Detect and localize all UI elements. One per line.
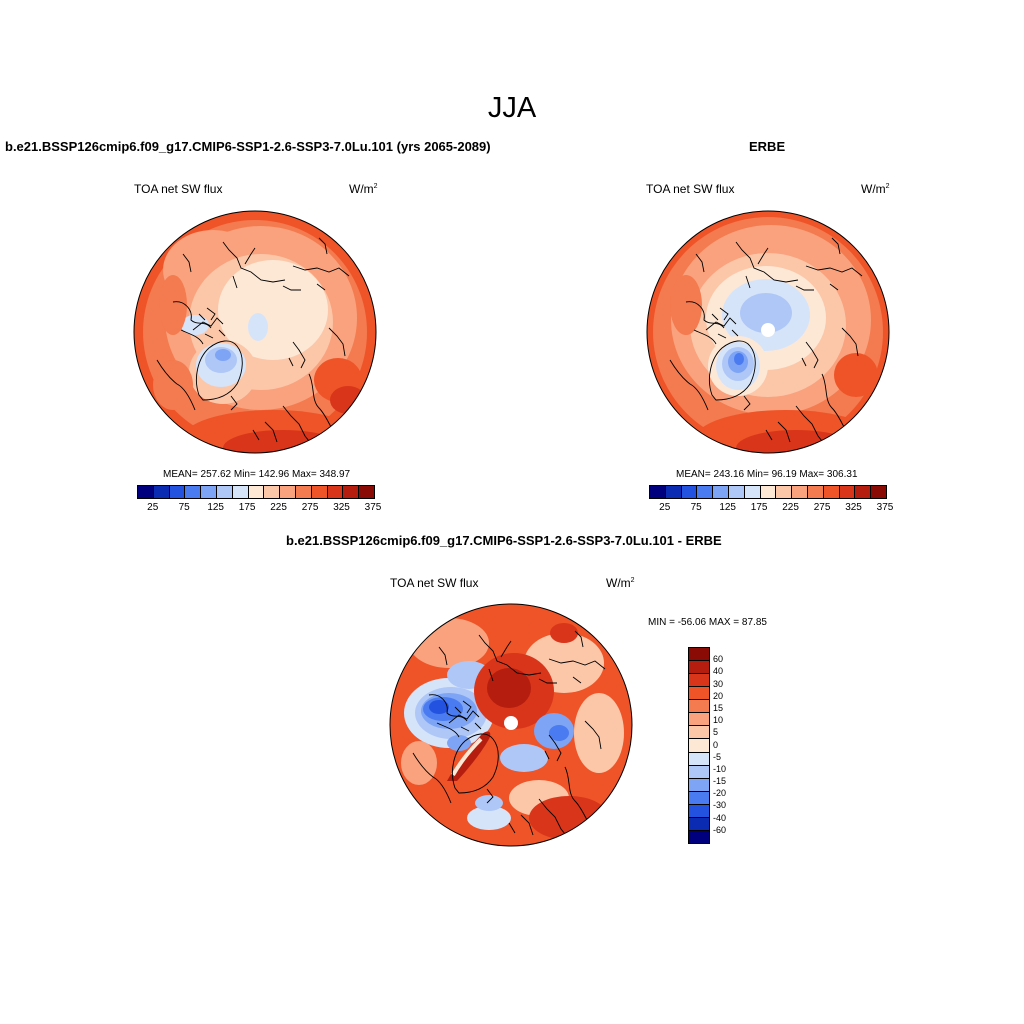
diff-colorbar-swatch	[689, 661, 709, 675]
model-colorbar-swatch	[295, 486, 312, 498]
obs-colorbar-swatch	[665, 486, 682, 498]
obs-colorbar-tick-label: 225	[782, 502, 799, 513]
model-colorbar-labels: 25 75 125 175 225 275 325 375	[137, 502, 381, 516]
obs-colorbar-tick-label: 375	[876, 502, 894, 513]
model-colorbar-tick-label: 325	[333, 502, 350, 513]
diff-colorbar-swatch	[689, 713, 709, 727]
model-colorbar-swatch	[280, 486, 296, 498]
obs-colorbar-swatch	[807, 486, 824, 498]
diff-colorbar-swatch	[689, 674, 709, 688]
diff-colorbar-swatch	[689, 804, 709, 818]
diff-colorbar-tick-label: -10	[713, 763, 727, 774]
obs-colorbar-swatch	[728, 486, 745, 498]
obs-colorbar-swatch	[681, 486, 698, 498]
diff-colorbar	[688, 647, 710, 844]
obs-colorbar-tick-label: 325	[845, 502, 862, 513]
figure-title: JJA	[487, 92, 537, 124]
model-colorbar-swatch	[311, 486, 328, 498]
diff-colorbar-tick-label: -40	[713, 812, 727, 823]
obs-colorbar-tick-label: 125	[719, 502, 736, 513]
model-colorbar-swatch	[169, 486, 186, 498]
model-colorbar-swatch	[343, 486, 360, 498]
diff-colorbar-tick-label: -30	[713, 800, 727, 811]
diff-colorbar-tick-label: -5	[713, 751, 722, 762]
obs-colorbar-tick-label: 275	[813, 502, 831, 513]
model-variable-label: TOA net SW flux	[134, 182, 223, 196]
obs-polar-map	[646, 210, 890, 454]
obs-colorbar-swatch	[744, 486, 761, 498]
model-colorbar-tick-label: 375	[364, 502, 382, 513]
obs-colorbar-swatch	[823, 486, 840, 498]
diff-polar-map	[389, 603, 633, 847]
obs-colorbar-tick-label: 75	[690, 502, 702, 513]
diff-colorbar-tick-label: 5	[713, 727, 719, 738]
model-colorbar-tick-label: 225	[270, 502, 287, 513]
diff-colorbar-swatch	[689, 739, 709, 753]
obs-colorbar-swatch	[871, 486, 886, 498]
obs-colorbar-swatch	[792, 486, 808, 498]
obs-colorbar-swatch	[650, 486, 666, 498]
diff-colorbar-tick-label: -60	[713, 824, 727, 835]
model-colorbar-swatch	[327, 486, 344, 498]
model-colorbar-tick-label: 25	[147, 502, 159, 513]
obs-colorbar-tick-label: 175	[750, 502, 768, 513]
model-colorbar-tick-label: 275	[301, 502, 319, 513]
obs-colorbar-swatch	[776, 486, 793, 498]
obs-colorbar-swatch	[760, 486, 777, 498]
diff-colorbar-tick-label: -15	[713, 776, 727, 787]
diff-colorbar-tick-label: 30	[713, 678, 724, 689]
diff-colorbar-swatch	[689, 648, 709, 662]
model-colorbar-swatch	[359, 486, 374, 498]
obs-variable-label: TOA net SW flux	[646, 182, 735, 196]
diff-colorbar-tick-label: 60	[713, 654, 724, 665]
diff-colorbar-swatch	[689, 791, 709, 805]
model-polar-map	[133, 210, 377, 454]
obs-colorbar	[649, 485, 887, 499]
diff-colorbar-swatch	[689, 778, 709, 792]
model-colorbar-swatch	[153, 486, 170, 498]
diff-colorbar-tick-label: 40	[713, 666, 724, 677]
model-panel-title: b.e21.BSSP126cmip6.f09_g17.CMIP6-SSP1-2.…	[5, 139, 491, 154]
model-colorbar	[137, 485, 375, 499]
diff-colorbar-swatch	[689, 726, 709, 740]
model-colorbar-swatch	[201, 486, 217, 498]
obs-colorbar-swatch	[855, 486, 872, 498]
obs-panel-title: ERBE	[749, 139, 786, 154]
obs-colorbar-swatch	[697, 486, 714, 498]
diff-colorbar-tick-label: 15	[713, 702, 724, 713]
obs-colorbar-swatch	[713, 486, 729, 498]
diff-colorbar-tick-label: 0	[713, 739, 719, 750]
obs-colorbar-labels: 25 75 125 175 225 275 325 375	[649, 502, 893, 516]
model-colorbar-swatch	[185, 486, 202, 498]
diff-units-label: W/m2	[606, 576, 635, 590]
model-colorbar-swatch	[264, 486, 281, 498]
diff-colorbar-swatch	[689, 765, 709, 779]
diff-minmax: MIN = -56.06 MAX = 87.85	[648, 617, 767, 628]
diff-variable-label: TOA net SW flux	[390, 576, 479, 590]
diff-colorbar-swatch	[689, 752, 709, 766]
diff-colorbar-tick-label: 10	[713, 715, 724, 726]
diff-colorbar-swatch	[689, 700, 709, 714]
model-colorbar-tick-label: 175	[238, 502, 256, 513]
diff-colorbar-swatch	[689, 830, 709, 843]
diff-colorbar-tick-label: 20	[713, 690, 724, 701]
model-colorbar-tick-label: 125	[207, 502, 224, 513]
model-colorbar-swatch	[248, 486, 265, 498]
diff-colorbar-swatch	[689, 687, 709, 701]
diff-colorbar-tick-label: -20	[713, 788, 727, 799]
model-colorbar-swatch	[216, 486, 233, 498]
model-colorbar-swatch	[138, 486, 154, 498]
model-stats: MEAN= 257.62 Min= 142.96 Max= 348.97	[163, 469, 351, 480]
diff-panel-title: b.e21.BSSP126cmip6.f09_g17.CMIP6-SSP1-2.…	[286, 533, 722, 548]
model-colorbar-swatch	[232, 486, 249, 498]
diff-colorbar-labels: 60 40 30 20 15 10 5 0 -5 -10 -15 -20 -30 -40 -60	[713, 647, 753, 842]
model-units-label: W/m2	[349, 182, 378, 196]
obs-stats: MEAN= 243.16 Min= 96.19 Max= 306.31	[676, 469, 858, 480]
model-colorbar-tick-label: 75	[178, 502, 190, 513]
obs-colorbar-swatch	[839, 486, 856, 498]
obs-colorbar-tick-label: 25	[659, 502, 671, 513]
diff-colorbar-swatch	[689, 817, 709, 831]
obs-units-label: W/m2	[861, 182, 890, 196]
